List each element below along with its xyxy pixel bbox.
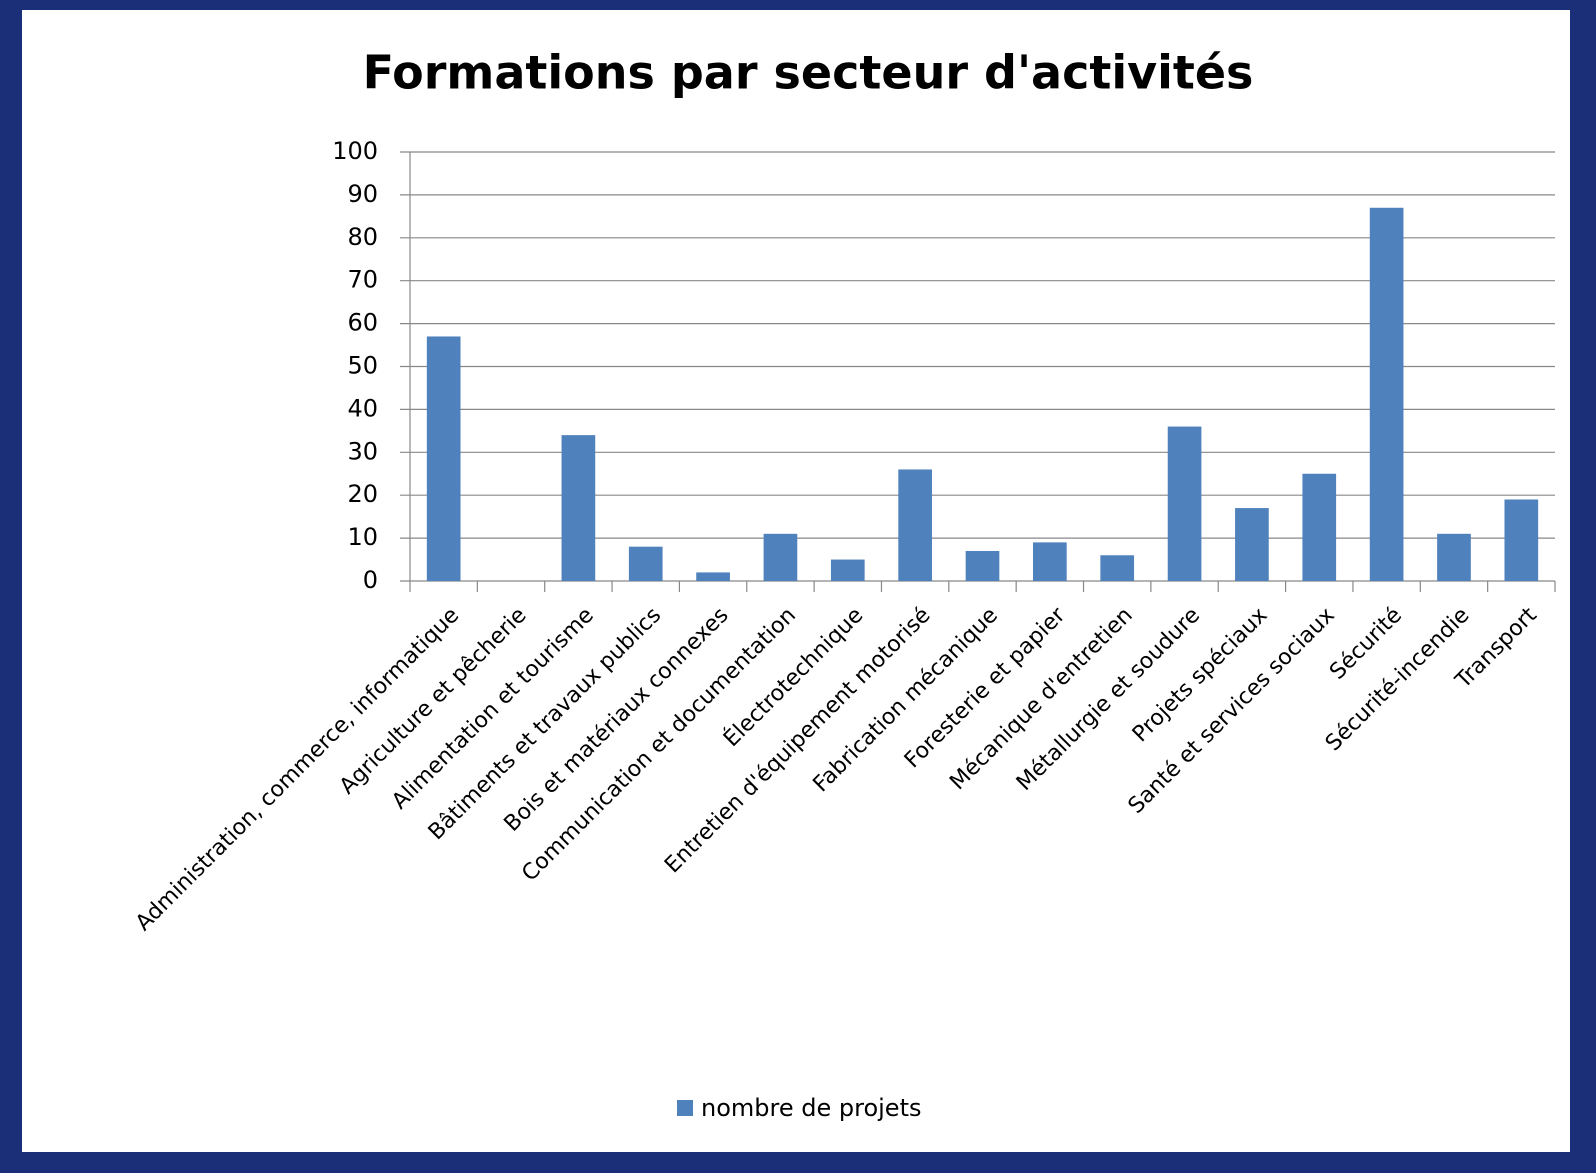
y-tick-label: 10 bbox=[347, 523, 378, 551]
bar bbox=[561, 435, 596, 581]
bar bbox=[1235, 508, 1269, 581]
bar bbox=[628, 546, 663, 581]
bar bbox=[426, 336, 461, 581]
legend-label: nombre de projets bbox=[701, 1094, 921, 1122]
bar bbox=[1369, 207, 1404, 581]
y-tick-label: 40 bbox=[347, 394, 378, 422]
y-tick-label: 100 bbox=[332, 137, 378, 165]
bar bbox=[830, 559, 865, 581]
bar bbox=[965, 550, 1000, 581]
y-tick-label: 60 bbox=[347, 309, 378, 337]
bar bbox=[1302, 473, 1337, 581]
bar bbox=[898, 469, 932, 581]
y-tick-label: 70 bbox=[347, 266, 378, 294]
bar bbox=[763, 533, 798, 581]
y-tick-label: 90 bbox=[347, 180, 378, 208]
y-tick-label: 80 bbox=[347, 223, 378, 251]
y-tick-label: 20 bbox=[347, 480, 378, 508]
y-tick-label: 0 bbox=[363, 566, 378, 594]
bar bbox=[1167, 426, 1202, 581]
bar bbox=[1437, 533, 1471, 581]
y-tick-label: 50 bbox=[347, 352, 378, 380]
chart-title: Formations par secteur d'activités bbox=[363, 46, 1254, 100]
bar bbox=[1033, 542, 1067, 581]
legend-swatch bbox=[677, 1100, 693, 1116]
bar bbox=[1100, 555, 1135, 581]
y-tick-label: 30 bbox=[347, 437, 378, 465]
bar bbox=[696, 572, 730, 581]
bar bbox=[1504, 499, 1539, 581]
